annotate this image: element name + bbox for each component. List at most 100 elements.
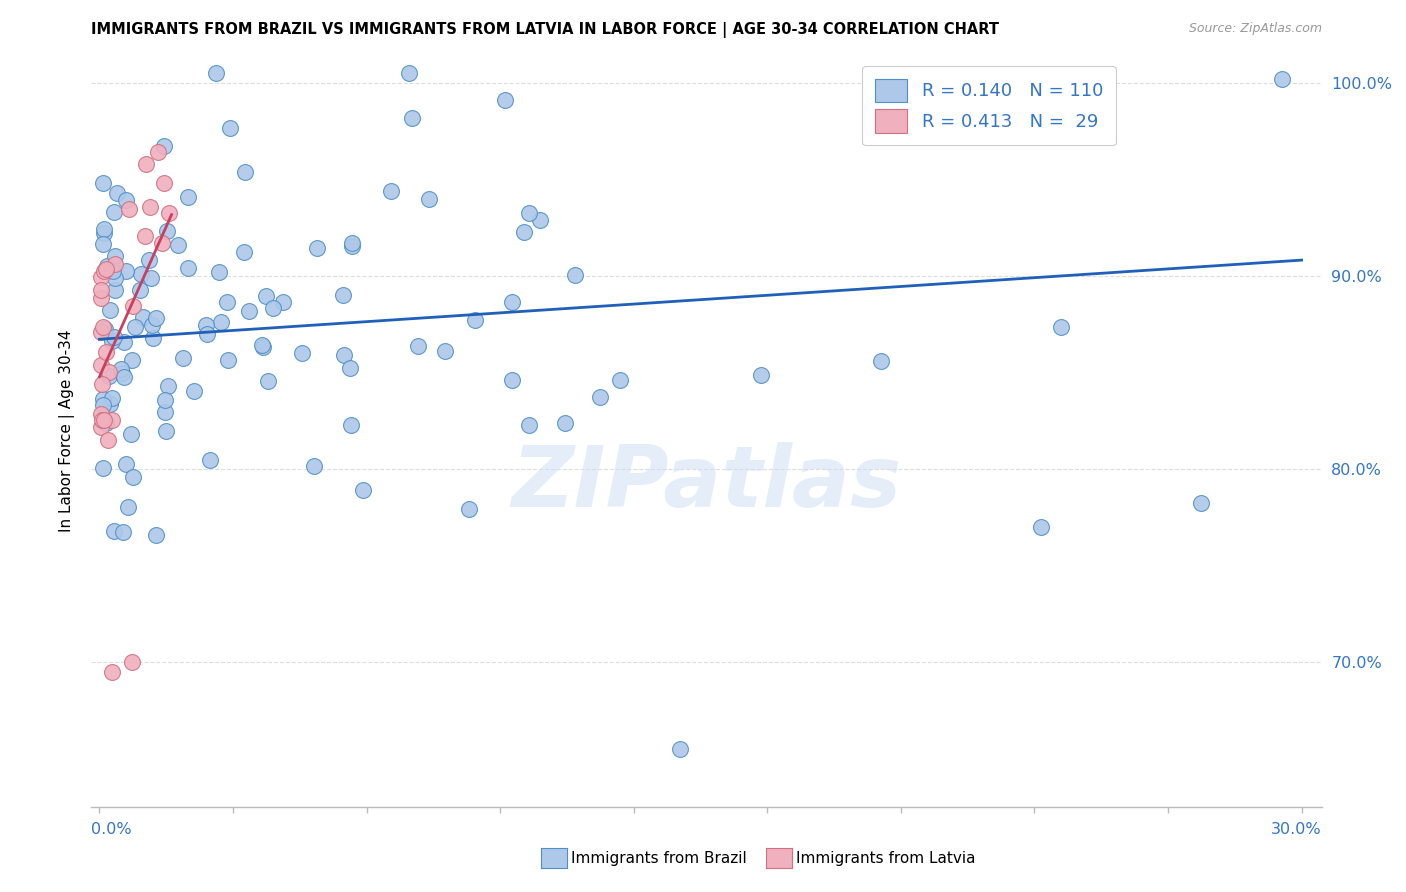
Point xyxy=(252,339,274,353)
Point xyxy=(464,313,486,327)
Point xyxy=(98,397,121,411)
Text: Source: ZipAtlas.com: Source: ZipAtlas.com xyxy=(1188,22,1322,36)
Point xyxy=(333,347,356,361)
Point xyxy=(418,192,440,206)
Point xyxy=(138,253,160,268)
Point xyxy=(177,189,200,203)
Point xyxy=(110,362,132,376)
Point xyxy=(98,365,121,379)
Point xyxy=(104,257,127,271)
Point xyxy=(564,268,586,282)
Point xyxy=(94,416,117,430)
Point xyxy=(114,457,136,471)
Point xyxy=(177,261,200,276)
Text: ZIPatlas: ZIPatlas xyxy=(512,442,901,524)
Point xyxy=(112,369,135,384)
Point xyxy=(103,524,125,539)
Point xyxy=(90,358,112,372)
Point xyxy=(90,326,112,340)
Point xyxy=(340,418,363,433)
Point xyxy=(238,303,260,318)
Point xyxy=(380,184,402,198)
Point xyxy=(401,111,423,125)
Point xyxy=(135,157,157,171)
Point xyxy=(90,291,112,305)
Point xyxy=(302,459,325,474)
Point xyxy=(96,262,118,277)
Point xyxy=(256,374,278,388)
Y-axis label: In Labor Force | Age 30-34: In Labor Force | Age 30-34 xyxy=(59,329,75,532)
Point xyxy=(1050,320,1073,334)
Point xyxy=(117,500,139,514)
Point xyxy=(233,165,256,179)
Point xyxy=(104,249,127,263)
Point xyxy=(305,241,328,255)
Point xyxy=(94,322,117,336)
Point xyxy=(115,193,138,207)
Point xyxy=(332,288,354,302)
Point xyxy=(90,413,112,427)
Point xyxy=(1189,496,1212,510)
Point xyxy=(517,418,540,433)
Point xyxy=(103,330,125,344)
Point xyxy=(101,263,124,277)
Point xyxy=(129,284,152,298)
Point xyxy=(93,227,115,241)
Point xyxy=(96,259,118,273)
Point xyxy=(150,235,173,250)
Point xyxy=(217,353,239,368)
Point xyxy=(233,244,256,259)
Point xyxy=(1270,71,1292,86)
Point xyxy=(129,267,152,281)
Point xyxy=(146,145,169,159)
Point xyxy=(152,176,174,190)
Point xyxy=(159,206,181,220)
Point xyxy=(339,361,361,376)
Point xyxy=(554,416,576,430)
Point xyxy=(153,405,176,419)
Point xyxy=(111,367,134,381)
Point xyxy=(105,186,128,200)
Point xyxy=(494,93,516,107)
Point xyxy=(112,335,135,350)
Text: IMMIGRANTS FROM BRAZIL VS IMMIGRANTS FROM LATVIA IN LABOR FORCE | AGE 30-34 CORR: IMMIGRANTS FROM BRAZIL VS IMMIGRANTS FRO… xyxy=(91,22,1000,38)
Point xyxy=(172,351,194,366)
Point xyxy=(90,408,112,422)
Point xyxy=(207,265,229,279)
Point xyxy=(398,66,420,80)
Text: 0.0%: 0.0% xyxy=(91,822,132,838)
Point xyxy=(1029,520,1052,534)
Point xyxy=(141,318,163,332)
Point xyxy=(200,452,222,467)
Point xyxy=(91,320,114,334)
Point xyxy=(122,299,145,313)
Point xyxy=(134,229,156,244)
Point xyxy=(124,320,146,334)
Point xyxy=(195,318,218,332)
Point xyxy=(869,354,891,368)
Point xyxy=(406,338,429,352)
Point xyxy=(166,238,188,252)
Point xyxy=(97,433,120,447)
Point xyxy=(458,501,481,516)
Point xyxy=(93,392,115,407)
Point xyxy=(669,742,692,756)
Text: 30.0%: 30.0% xyxy=(1271,822,1322,838)
Point xyxy=(100,391,122,405)
Point xyxy=(139,200,162,214)
Point xyxy=(145,527,167,541)
Point xyxy=(112,524,135,539)
Point xyxy=(93,460,115,475)
Point xyxy=(93,177,115,191)
Point xyxy=(156,224,179,238)
Text: Immigrants from Latvia: Immigrants from Latvia xyxy=(796,851,976,865)
Point xyxy=(93,398,115,412)
Point xyxy=(120,426,142,441)
Point xyxy=(218,121,240,136)
Point xyxy=(342,235,364,250)
Point xyxy=(104,283,127,297)
Point xyxy=(262,301,284,316)
Point xyxy=(340,239,363,253)
Point xyxy=(250,337,273,351)
Point xyxy=(153,138,176,153)
